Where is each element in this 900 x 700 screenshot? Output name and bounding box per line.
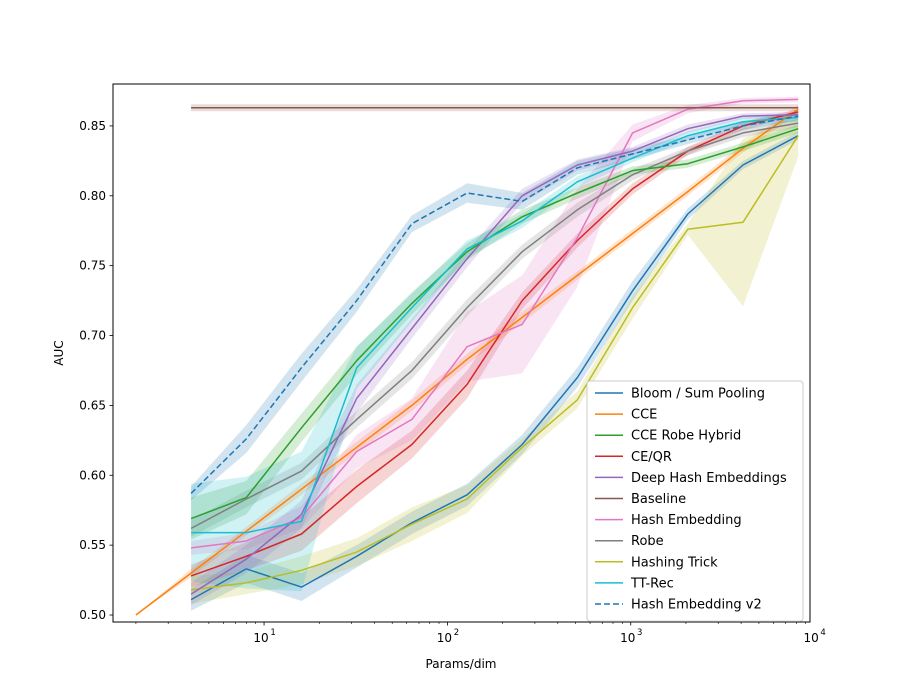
x-tick-label: 10 4 <box>803 628 825 645</box>
legend-item-hash-embedding: Hash Embedding <box>595 513 742 528</box>
series-line-cce <box>135 108 799 616</box>
x-tick-base: 10 <box>437 631 452 645</box>
series-line-tt-rec <box>191 116 799 534</box>
x-tick-exponent: 3 <box>637 628 642 638</box>
x-tick-label: 10 3 <box>620 628 642 645</box>
y-tick-label: 0.60 <box>79 468 106 482</box>
y-axis-label: AUC <box>52 340 66 365</box>
legend-box <box>586 380 804 622</box>
x-tick-exponent: 1 <box>270 628 275 638</box>
legend-item-hash-embedding-v2: Hash Embedding v2 <box>595 598 762 613</box>
x-tick-label: 10 1 <box>253 628 275 645</box>
y-tick-label: 0.80 <box>79 189 106 203</box>
legend-label: CE/QR <box>631 450 672 465</box>
legend-label: Hash Embedding v2 <box>631 598 762 613</box>
band-hash-embedding-v2 <box>191 111 799 501</box>
x-axis: 10 1 10 2 10 3 10 4 <box>135 622 826 645</box>
legend-item-cce: CCE <box>595 408 657 423</box>
legend-item-robe: Robe <box>595 534 664 549</box>
legend-label: CCE Robe Hybrid <box>631 429 741 444</box>
x-tick-exponent: 2 <box>454 628 459 638</box>
y-tick-label: 0.55 <box>79 538 106 552</box>
series-line-robe <box>190 122 799 530</box>
legend-label: CCE <box>631 408 657 423</box>
legend-label: Bloom / Sum Pooling <box>631 387 765 402</box>
band-ce-qr <box>191 109 799 588</box>
legend-item-bloom-sum-pooling: Bloom / Sum Pooling <box>595 387 765 402</box>
series-line-ce-qr <box>190 111 799 577</box>
series-lines <box>135 98 799 616</box>
legend-label: TT-Rec <box>630 576 674 591</box>
band-cce-robe-hybrid <box>191 124 799 540</box>
legend-label: Hash Embedding <box>631 513 742 528</box>
legend-label: Baseline <box>631 492 686 507</box>
band-tt-rec <box>191 113 799 592</box>
band-hashing-trick <box>191 114 799 604</box>
legend-label: Deep Hash Embeddings <box>631 471 787 486</box>
y-tick-label: 0.85 <box>79 119 106 133</box>
band-deep-hash-embeddings <box>191 111 799 606</box>
plot-area <box>135 96 799 616</box>
legend-label: Hashing Trick <box>631 555 718 570</box>
x-tick-label: 10 2 <box>437 628 459 645</box>
legend-item-baseline: Baseline <box>595 492 686 507</box>
axes-frame <box>112 83 811 623</box>
y-tick-label: 0.75 <box>79 259 106 273</box>
band-hash-embedding <box>191 96 799 555</box>
x-tick-base: 10 <box>803 631 818 645</box>
y-tick-label: 0.50 <box>79 608 106 622</box>
y-axis: 0.50 0.55 0.60 0.65 0.70 0.75 0.80 0.85 <box>79 119 113 622</box>
legend-item-hashing-trick: Hashing Trick <box>595 555 718 570</box>
y-tick-label: 0.70 <box>79 329 106 343</box>
legend-item-ce-qr: CE/QR <box>595 450 672 465</box>
x-tick-base: 10 <box>620 631 635 645</box>
legend-item-cce-robe-hybrid: CCE Robe Hybrid <box>595 429 741 444</box>
legend-item-tt-rec: TT-Rec <box>595 576 674 591</box>
x-tick-exponent: 4 <box>820 628 825 638</box>
y-tick-label: 0.65 <box>79 398 106 412</box>
x-axis-label: Params/dim <box>426 657 497 671</box>
band-bloom-sum-pooling <box>191 131 799 611</box>
x-tick-base: 10 <box>253 631 268 645</box>
series-line-bloom-sum-pooling <box>190 135 799 601</box>
legend-label: Robe <box>631 534 664 549</box>
series-line-hashing-trick <box>191 135 799 591</box>
legend-item-deep-hash-embeddings: Deep Hash Embeddings <box>595 471 787 486</box>
legend: Bloom / Sum Pooling CCE CCE Robe Hybrid CE/… <box>586 380 804 622</box>
series-line-deep-hash-embeddings <box>190 113 799 595</box>
